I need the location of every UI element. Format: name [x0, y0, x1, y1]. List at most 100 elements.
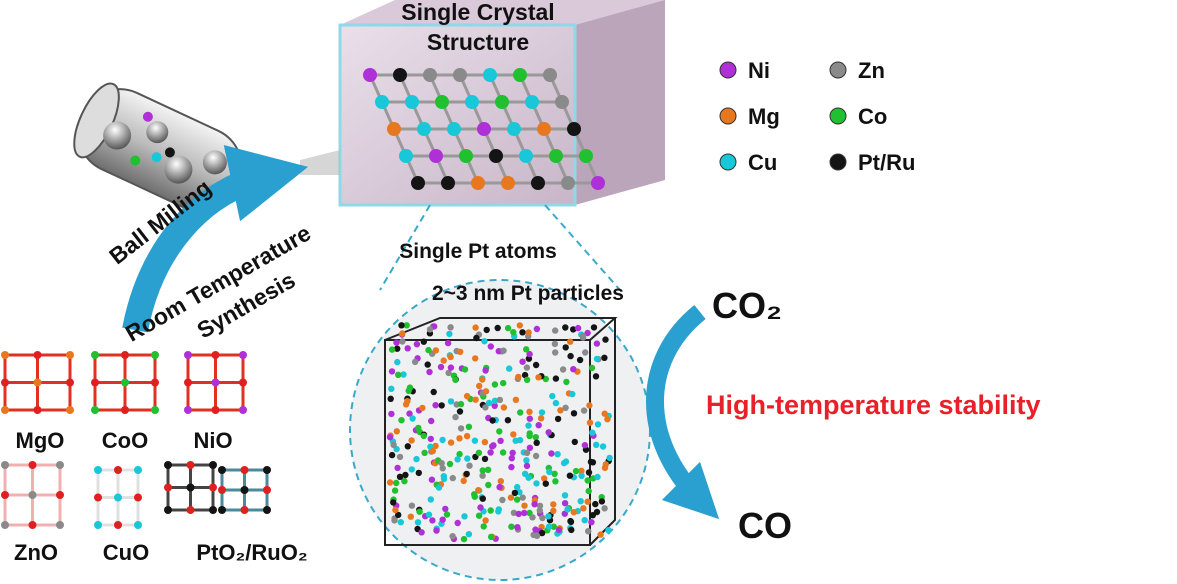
particle: [438, 460, 445, 467]
particle: [406, 410, 413, 417]
particle: [523, 462, 531, 470]
particle: [428, 417, 435, 425]
particle: [523, 364, 531, 371]
particle: [399, 330, 406, 337]
particle: [581, 517, 588, 524]
atom: [489, 149, 503, 163]
unit-atom: [184, 406, 192, 414]
particle: [438, 402, 445, 409]
particle: [457, 400, 465, 408]
particle: [593, 355, 601, 363]
particle: [533, 532, 541, 539]
particle: [590, 324, 598, 331]
particle: [424, 361, 431, 368]
particle: [482, 517, 489, 524]
particle: [399, 338, 406, 345]
particle: [515, 373, 522, 381]
particle: [407, 513, 414, 520]
particle: [548, 450, 555, 457]
particle: [408, 437, 415, 444]
particle: [496, 483, 503, 491]
particle: [484, 466, 492, 473]
unit-atom: [1, 406, 9, 414]
particle: [499, 449, 507, 456]
ball-mill: [73, 82, 243, 212]
particle: [475, 487, 482, 494]
particle: [443, 511, 451, 518]
particle: [439, 465, 446, 472]
particle: [594, 421, 602, 428]
particle: [525, 329, 532, 336]
particle: [466, 462, 473, 469]
particle: [584, 477, 591, 484]
atom: [435, 95, 449, 109]
particle: [415, 469, 422, 477]
particle: [532, 452, 540, 460]
particle: [545, 429, 552, 436]
unit-atom: [33, 351, 42, 359]
particle: [562, 404, 569, 411]
atom: [465, 95, 479, 109]
unit-atom: [151, 351, 159, 359]
particle: [504, 324, 512, 332]
particle: [447, 439, 455, 446]
particle: [562, 324, 569, 331]
legend-label: Cu: [748, 150, 777, 175]
particle: [579, 332, 587, 340]
particle: [506, 365, 513, 372]
particle: [449, 474, 456, 482]
particle: [550, 507, 557, 514]
particle: [570, 326, 577, 333]
atom: [423, 68, 437, 82]
particle: [586, 402, 593, 409]
particle: [526, 430, 533, 437]
particle: [388, 451, 396, 459]
particle: [437, 363, 445, 371]
particle: [561, 500, 569, 507]
particle: [432, 402, 439, 409]
legend-label: Co: [858, 104, 887, 129]
particle: [439, 516, 446, 523]
unit-atom: [114, 521, 122, 529]
particle: [395, 511, 402, 519]
particle: [554, 451, 561, 458]
unit-atom: [134, 493, 142, 502]
particle: [602, 336, 609, 343]
particle: [454, 519, 461, 527]
particle: [508, 523, 515, 530]
particle: [387, 395, 394, 402]
particle: [552, 399, 560, 407]
particle: [460, 535, 468, 543]
particle: [555, 526, 563, 534]
particle: [536, 507, 543, 514]
particle: [495, 506, 502, 513]
crystal-title: Structure: [427, 29, 529, 55]
particle: [512, 396, 520, 403]
particle: [593, 508, 601, 516]
unit-atom: [114, 466, 122, 474]
atom: [483, 68, 497, 82]
particle: [594, 473, 601, 481]
particle: [408, 466, 415, 473]
particle: [581, 442, 589, 449]
particle: [402, 471, 409, 479]
particle: [512, 437, 519, 444]
atom: [555, 95, 569, 109]
particle: [577, 498, 584, 505]
particle: [394, 358, 401, 366]
particle: [482, 404, 489, 411]
product: CO: [738, 505, 792, 546]
particle: [532, 434, 539, 441]
particle: [535, 422, 542, 429]
particle: [391, 517, 398, 524]
unit-atom: [164, 461, 172, 469]
unit-atom: [240, 466, 249, 474]
particle: [585, 469, 593, 476]
atom: [477, 122, 491, 136]
unit-atom: [211, 351, 220, 359]
particle: [564, 506, 571, 513]
unit-atom: [186, 483, 195, 492]
particle: [452, 376, 459, 383]
particle: [471, 437, 479, 444]
unit-atom: [209, 483, 217, 492]
